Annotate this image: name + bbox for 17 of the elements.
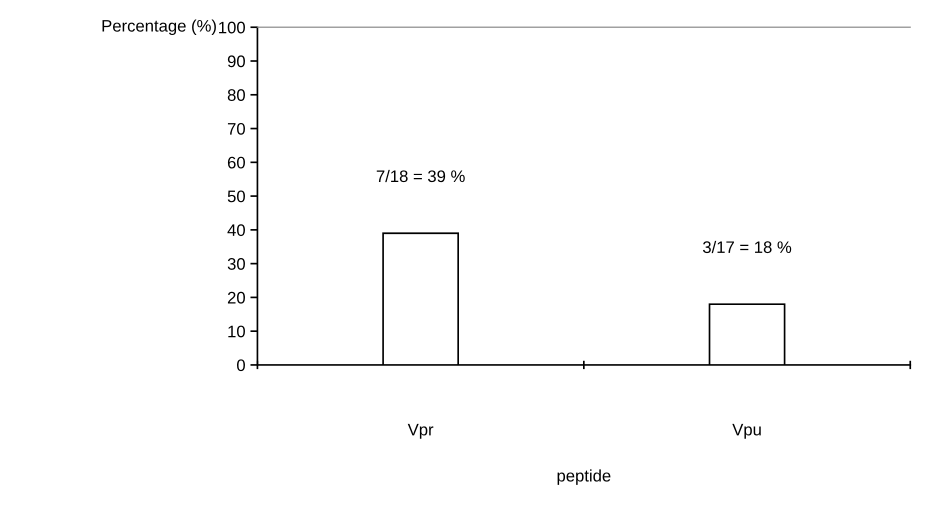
- y-tick-label: 80: [228, 89, 245, 101]
- x-axis-title: peptide: [558, 469, 610, 485]
- x-tick-label: Vpr: [408, 424, 434, 439]
- x-tick-label: Vpu: [732, 424, 761, 439]
- y-tick-label: 40: [227, 224, 245, 236]
- y-tick-label: 60: [228, 156, 245, 169]
- y-axis-title: Percentage (%): [102, 19, 216, 36]
- data-label: 7/18 = 39 %: [376, 170, 465, 182]
- y-tick-label: 0: [237, 359, 245, 372]
- y-tick-label: 10: [228, 326, 245, 338]
- y-tick-label: 50: [228, 190, 245, 202]
- data-label: 3/17 = 18 %: [702, 240, 792, 254]
- y-tick-label: 30: [228, 258, 245, 270]
- y-tick-label: 20: [228, 292, 245, 304]
- y-tick-label: 100: [219, 22, 245, 34]
- y-tick-label: 70: [228, 122, 245, 135]
- y-tick-label: 90: [228, 55, 245, 68]
